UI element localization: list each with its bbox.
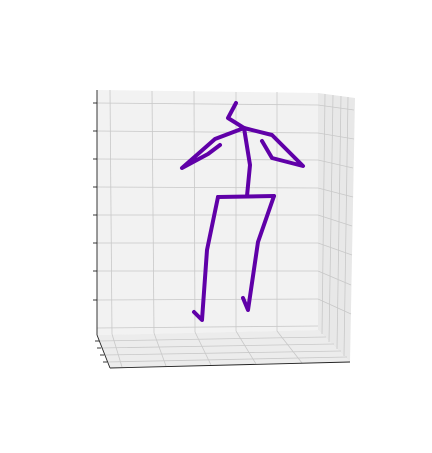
right-arm — [242, 126, 305, 168]
axes-lines — [93, 90, 351, 369]
left-leg — [192, 195, 220, 322]
floor-pane — [97, 330, 350, 368]
side-pane — [318, 93, 355, 362]
grid — [96, 89, 355, 368]
skeleton — [180, 101, 305, 322]
spine — [242, 126, 252, 198]
right-leg — [241, 194, 276, 312]
back-pane — [97, 90, 318, 335]
head — [226, 101, 246, 130]
hips — [216, 194, 276, 199]
left-arm — [180, 126, 246, 170]
